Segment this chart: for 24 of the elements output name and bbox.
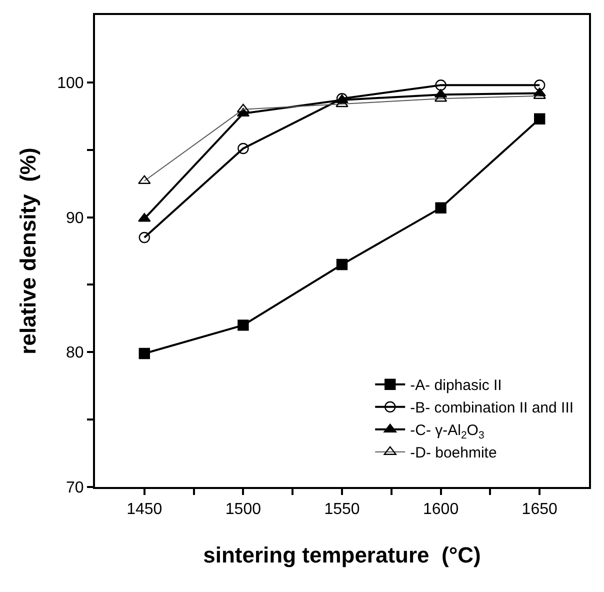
y-tick-label: 90 — [66, 210, 84, 227]
point — [435, 202, 446, 214]
y-tick-label: 80 — [66, 344, 84, 362]
point — [138, 232, 150, 244]
point — [534, 80, 546, 91]
point — [238, 142, 249, 154]
legend-label: -D- boehmite — [410, 444, 497, 462]
legend-label: -B- combination II and III — [410, 400, 574, 417]
point — [336, 258, 348, 270]
x-tick-label: 1600 — [423, 501, 459, 518]
y-axis-title: relative density (%) — [15, 148, 40, 354]
point — [534, 113, 546, 124]
x-tick-label: 1650 — [522, 501, 558, 518]
x-tick-label: 1500 — [225, 501, 262, 518]
point — [435, 80, 446, 91]
legend-label: -A- diphasic II — [410, 377, 502, 394]
y-tick-label: 100 — [57, 75, 84, 92]
x-tick-label: 1450 — [126, 501, 162, 518]
legend-label: -C- γ-Al$_{2}$O$_{3}$ — [410, 422, 484, 442]
point — [138, 348, 150, 360]
point — [238, 320, 249, 331]
y-tick-label: 70 — [66, 480, 84, 497]
x-axis-title: sintering temperature (°C) — [203, 542, 481, 568]
x-tick-label: 1550 — [324, 501, 360, 518]
